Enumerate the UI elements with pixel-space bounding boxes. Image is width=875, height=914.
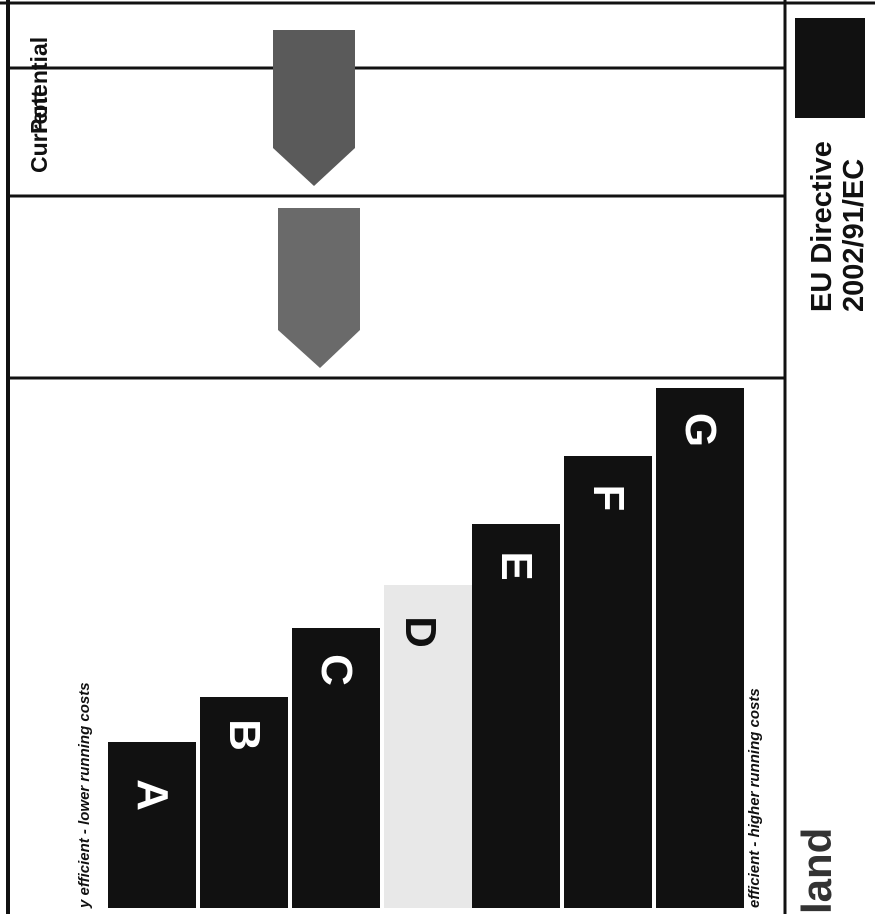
band-f-bar: [564, 456, 652, 908]
title-fragment: land: [793, 827, 840, 914]
potential-rating-arrow: [273, 30, 355, 186]
potential-column-header: Potential: [26, 36, 52, 134]
band-a-bar: [108, 742, 196, 908]
band-b-letter: B: [220, 719, 269, 751]
current-rating-arrow: [278, 208, 360, 368]
eu-directive-line2: 2002/91/EC: [838, 158, 870, 312]
band-c-letter: C: [312, 654, 361, 686]
band-d-letter: D: [396, 616, 445, 648]
eu-flag: [795, 18, 865, 118]
inefficient-note: efficient - higher running costs: [746, 688, 763, 908]
band-b-bar: [200, 697, 288, 908]
efficient-note: y efficient - lower running costs: [76, 682, 93, 908]
band-g-letter: G: [676, 412, 725, 448]
band-c-bar: [292, 628, 380, 908]
band-d-bar: [384, 585, 472, 908]
band-f-letter: F: [584, 484, 633, 512]
band-e-letter: E: [492, 551, 541, 581]
eu-directive-line1: EU Directive: [806, 141, 838, 312]
band-a-letter: A: [128, 779, 177, 811]
band-e-bar: [472, 524, 560, 908]
band-g-bar: [656, 388, 744, 908]
